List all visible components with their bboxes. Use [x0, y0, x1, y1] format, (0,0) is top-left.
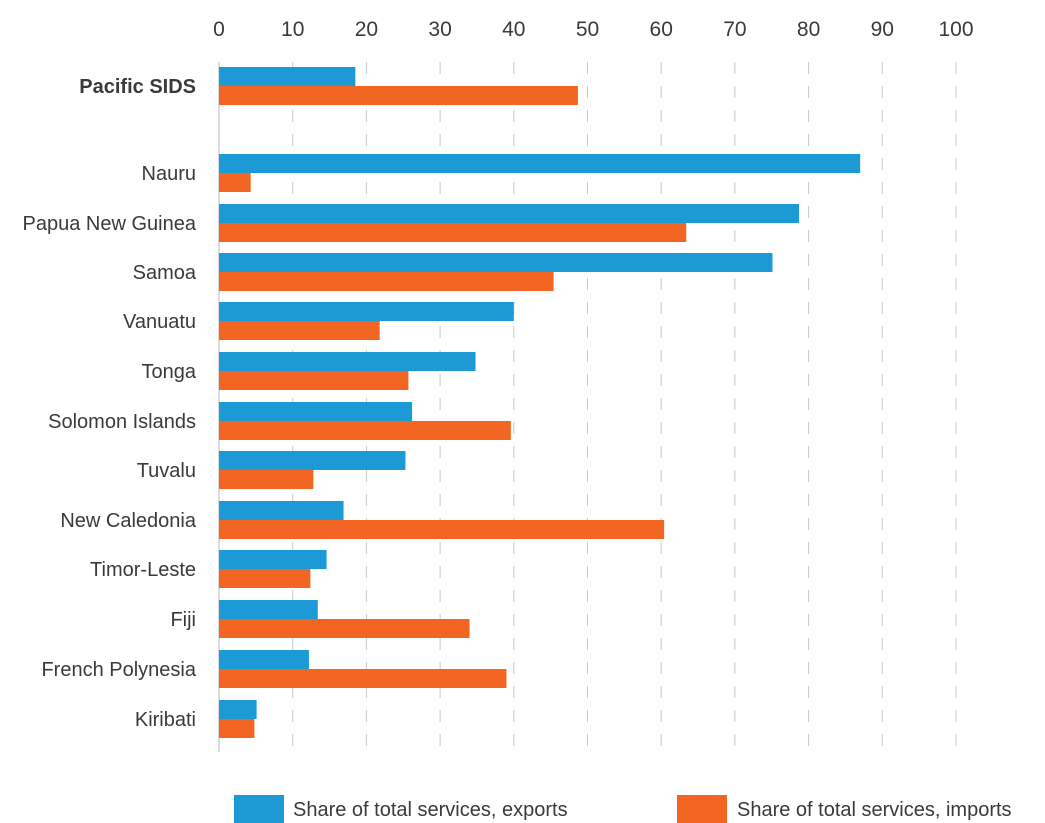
category-label: Samoa: [133, 262, 197, 284]
x-tick-label: 80: [797, 18, 820, 41]
category-label: Kiribati: [135, 709, 196, 731]
category-label: New Caledonia: [60, 510, 197, 532]
bar-imports: [219, 86, 578, 105]
bar-imports: [219, 272, 554, 291]
bar-exports: [219, 302, 514, 321]
legend-swatch: [677, 795, 727, 823]
category-label: Tonga: [142, 361, 197, 383]
category-label: Solomon Islands: [48, 411, 196, 433]
bar-exports: [219, 650, 309, 669]
bar-exports: [219, 402, 413, 421]
bars: [219, 67, 861, 738]
legend-label: Share of total services, exports: [293, 799, 568, 821]
x-axis-tick-labels: 0 10 20 30 40 50 60 70 80 90 100: [213, 18, 973, 41]
category-label: Nauru: [142, 163, 196, 185]
legend-swatch: [234, 795, 284, 823]
bar-imports: [219, 569, 311, 588]
x-tick-label: 20: [355, 18, 378, 41]
x-tick-label: 30: [428, 18, 451, 41]
bar-exports: [219, 600, 318, 619]
bar-imports: [219, 520, 665, 539]
x-tick-label: 70: [723, 18, 746, 41]
category-label: Fiji: [170, 609, 196, 631]
legend: Share of total services, exports Share of…: [234, 795, 1012, 823]
x-tick-label: 90: [871, 18, 894, 41]
bar-imports: [219, 421, 511, 440]
x-tick-label: 0: [213, 18, 225, 41]
bar-imports: [219, 173, 251, 192]
x-tick-label: 40: [502, 18, 525, 41]
category-label: French Polynesia: [41, 659, 196, 681]
category-label: Tuvalu: [137, 460, 196, 482]
bar-exports: [219, 550, 327, 569]
category-label: Vanuatu: [123, 311, 196, 333]
bar-exports: [219, 154, 861, 173]
x-tick-label: 100: [938, 18, 973, 41]
bar-imports: [219, 223, 687, 242]
bar-exports: [219, 501, 344, 520]
bar-exports: [219, 253, 773, 272]
category-label-highlight: Pacific SIDS: [79, 76, 196, 98]
x-tick-label: 50: [576, 18, 599, 41]
legend-label: Share of total services, imports: [737, 799, 1012, 821]
bar-imports: [219, 321, 380, 340]
bar-exports: [219, 451, 406, 470]
bar-imports: [219, 470, 314, 489]
bar-exports: [219, 352, 476, 371]
x-tick-label: 60: [650, 18, 673, 41]
bar-imports: [219, 719, 255, 738]
bar-exports: [219, 204, 800, 223]
category-label: Timor-Leste: [90, 559, 196, 581]
bar-imports: [219, 619, 470, 638]
x-tick-label: 10: [281, 18, 304, 41]
category-labels: Pacific SIDS Nauru Papua New Guinea Samoa Va…: [23, 76, 197, 731]
bar-exports: [219, 700, 257, 719]
bar-imports: [219, 669, 507, 688]
bar-exports: [219, 67, 356, 86]
bar-imports: [219, 371, 409, 390]
category-label: Papua New Guinea: [23, 213, 197, 235]
